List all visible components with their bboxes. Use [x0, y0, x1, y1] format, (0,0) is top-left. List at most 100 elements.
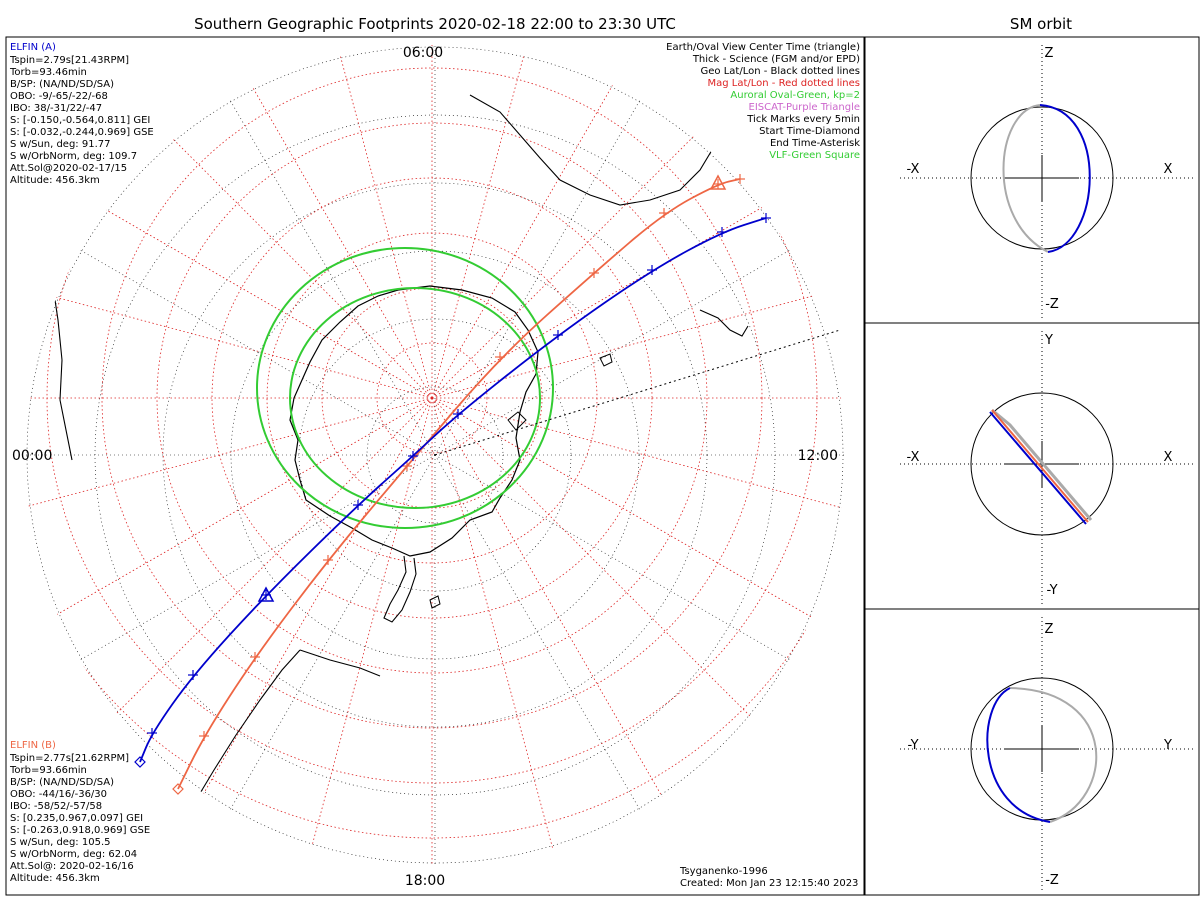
geo-longitude-line: [434, 454, 646, 819]
mag-longitude-line: [431, 397, 693, 849]
mag-longitude-line: [431, 263, 845, 399]
mag-longitude-line: [297, 397, 433, 865]
footer-created: Created: Mon Jan 23 12:15:40 2023: [680, 878, 858, 889]
tick-mark-elfin-a: [134, 756, 146, 768]
sm-panel-frame-2: [864, 322, 1200, 610]
elfin-b-line: S w/Sun, deg: 105.5: [10, 837, 110, 848]
sm-panel-xz: Z -X X -Z: [900, 45, 1195, 318]
axis-label-right: X: [1164, 162, 1173, 177]
axis-label-right: Y: [1163, 738, 1172, 753]
legend-item: Geo Lat/Lon - Black dotted lines: [701, 66, 860, 77]
tick-mark-elfin-b: [659, 208, 669, 218]
legend-item: End Time-Asterisk: [770, 138, 860, 149]
mag-longitude-line: [25, 263, 433, 399]
mag-longitude-line: [431, 397, 845, 533]
africa-coastline: [469, 94, 713, 206]
mag-longitude-line: [431, 397, 567, 865]
legend-item: Mag Lat/Lon - Red dotted lines: [707, 78, 860, 89]
elfin-a-name: ELFIN (A): [10, 42, 56, 53]
map-extras: [257, 174, 841, 602]
geo-longitude-line: [224, 91, 436, 456]
sm-panel-frame-1: [864, 36, 1200, 324]
orbit-elfin-a: [1039, 104, 1091, 253]
auroral-oval-inner: [289, 287, 541, 509]
auroral-oval-outer: [256, 247, 554, 529]
tick-mark-elfin-b: [495, 352, 505, 362]
mag-longitude-line: [431, 397, 800, 766]
map-title: Southern Geographic Footprints 2020-02-1…: [194, 15, 676, 33]
elfin-b-line: Tspin=2.77s[21.62RPM]: [9, 753, 129, 764]
tick-mark-elfin-b: [589, 268, 599, 278]
tick-mark-elfin-b: [713, 179, 723, 189]
orbit-projection-gray: [1002, 104, 1049, 253]
polar-map: 06:00 00:00 12:00 18:00: [12, 45, 845, 889]
tick-mark-elfin-a: [761, 213, 771, 223]
tick-mark-elfin-a: [717, 227, 727, 237]
mag-longitude-line: [25, 397, 433, 659]
elfin-b-line: Att.Sol@: 2020-02-16/16: [10, 861, 134, 872]
legend-item: Tick Marks every 5min: [746, 114, 860, 125]
tick-mark-elfin-b: [402, 461, 412, 471]
clock-label-left: 00:00: [12, 448, 52, 464]
tick-mark-elfin-a: [453, 409, 463, 419]
mag-longitude-line: [171, 45, 433, 399]
axis-label-top: Z: [1045, 46, 1054, 61]
elfin-a-line: S: [-0.150,-0.564,0.811] GEI: [10, 115, 150, 126]
antarctic-peninsula: [383, 555, 417, 623]
clock-label-top: 06:00: [403, 45, 443, 61]
geo-longitude-line: [71, 454, 436, 666]
tick-mark-elfin-b: [735, 174, 745, 184]
tick-mark-elfin-a: [147, 728, 157, 738]
footer-author: Tsyganenko-1996: [679, 866, 768, 877]
elfin-a-info: ELFIN (A) Tspin=2.79s[21.43RPM] Torb=93.…: [9, 42, 154, 186]
elfin-b-line: S: [-0.263,0.918,0.969] GSE: [10, 825, 150, 836]
mag-longitude-line: [64, 45, 433, 399]
elfin-a-line: Altitude: 456.3km: [10, 175, 100, 186]
island-south-georgia: [429, 595, 441, 609]
elfin-a-line: S: [-0.032,-0.244,0.969] GSE: [10, 127, 154, 138]
legend-item: Start Time-Diamond: [759, 126, 860, 137]
orbit-elfin-a: [986, 687, 1051, 823]
legend-item: Earth/Oval View Center Time (triangle): [666, 42, 860, 53]
tick-mark-elfin-a: [553, 330, 563, 340]
axis-label-bottom: -Z: [1045, 297, 1059, 312]
mag-longitude-line: [431, 397, 845, 659]
new-zealand-coastline: [699, 309, 749, 337]
mag-latitude-circle: [156, 122, 708, 674]
elfin-b-line: Torb=93.66min: [9, 765, 87, 776]
geo-longitude-line: [434, 244, 799, 456]
elfin-a-line: S w/OrbNorm, deg: 109.7: [10, 151, 137, 162]
mag-longitude-line: [171, 397, 433, 849]
elfin-b-line: B/SP: (NA/ND/SD/SA): [10, 777, 114, 788]
mag-latitude-circle: [376, 342, 488, 454]
elfin-b-line: IBO: -58/52/-57/58: [10, 801, 102, 812]
elfin-b-line: S: [0.235,0.967,0.097] GEI: [10, 813, 143, 824]
axis-label-left: -X: [907, 450, 920, 465]
elfin-a-line: Att.Sol@2020-02-17/15: [10, 163, 127, 174]
view-center-triangle-a: [257, 586, 275, 602]
elfin-a-line: S w/Sun, deg: 91.77: [10, 139, 110, 150]
sm-panel-xy: Y -X X -Y: [900, 331, 1195, 604]
mag-longitude-line: [431, 45, 567, 399]
orbit-projection-gray: [1009, 687, 1098, 823]
sm-orbit-title: SM orbit: [1010, 15, 1072, 33]
axis-label-right: X: [1164, 450, 1173, 465]
coastlines: [51, 94, 749, 861]
start-diamond-elfin-a: [134, 756, 146, 768]
mag-longitude-line: [25, 397, 433, 533]
axis-label-top: Z: [1045, 622, 1054, 637]
antarctica-coastline: [289, 285, 539, 557]
auroral-oval: [256, 247, 554, 529]
island-south-orkney: [507, 411, 527, 431]
legend-item: EISCAT-Purple Triangle: [749, 102, 861, 113]
legend-item: Auroral Oval-Green, kp=2: [730, 90, 860, 101]
tick-mark-elfin-b: [323, 555, 333, 565]
earth-circle: [970, 392, 1114, 536]
mag-longitude-line: [297, 45, 433, 399]
sm-panel-yz: Z -Y Y -Z: [900, 617, 1195, 890]
elfin-a-line: IBO: 38/-31/22/-47: [10, 103, 102, 114]
sm-panel-frame-3: [864, 608, 1200, 896]
australia-coastline: [51, 239, 73, 461]
terminator-line: [434, 329, 841, 456]
track-elfin-b: [177, 178, 741, 790]
